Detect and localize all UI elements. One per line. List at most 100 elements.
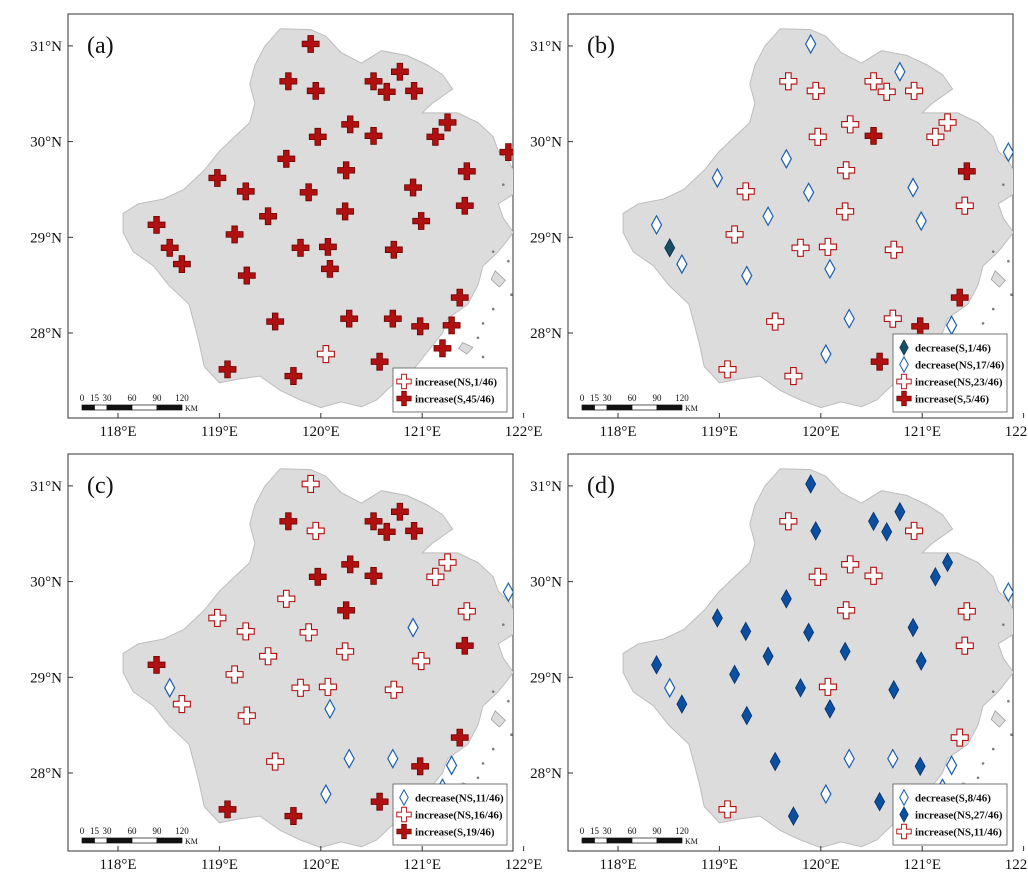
legend-label: decrease(NS,11/46)	[415, 793, 504, 805]
islet	[1010, 293, 1013, 296]
x-tick-label: 121°E	[403, 857, 441, 873]
panel-label: (b)	[587, 33, 615, 59]
scale-label: 15	[90, 393, 100, 403]
scale-label: 120	[675, 826, 689, 836]
islet	[510, 733, 513, 736]
legend: decrease(S,1/46)decrease(NS,17/46)increa…	[893, 334, 1007, 412]
islet	[1010, 733, 1013, 736]
islet	[507, 260, 510, 263]
scale-segment	[632, 405, 657, 410]
scale-segment	[82, 838, 95, 843]
y-tick-label: 31°N	[30, 39, 62, 55]
islet	[477, 776, 480, 779]
legend-label: decrease(NS,17/46)	[915, 360, 1005, 372]
panel-label: (d)	[587, 473, 615, 499]
scale-label: 30	[603, 393, 613, 403]
islet	[1002, 183, 1005, 186]
scale-segment	[657, 838, 682, 843]
scale-unit: KM	[185, 404, 198, 413]
island	[1019, 209, 1028, 228]
islet	[543, 183, 546, 186]
scale-segment	[582, 405, 595, 410]
x-tick-label: 119°E	[701, 857, 738, 873]
legend-item: decrease(NS,17/46)	[900, 357, 1005, 372]
x-tick-label: 119°E	[701, 424, 738, 440]
scale-label: 30	[103, 393, 113, 403]
scale-label: 0	[80, 393, 85, 403]
islet	[553, 107, 556, 110]
island	[1014, 572, 1028, 591]
island	[519, 649, 536, 668]
islet	[482, 762, 485, 765]
islet	[1002, 623, 1005, 626]
y-tick-label: 28°N	[530, 326, 562, 342]
scale-label: 0	[580, 393, 585, 403]
x-tick-label: 122°E	[1005, 424, 1028, 440]
islet	[1007, 700, 1010, 703]
scale-label: 60	[128, 826, 138, 836]
y-tick-label: 30°N	[530, 575, 562, 591]
station-marker-26	[522, 649, 532, 667]
panel-label: (a)	[87, 33, 114, 59]
panel-label: (c)	[87, 473, 114, 499]
islet	[502, 623, 505, 626]
scale-label: 90	[153, 826, 163, 836]
y-tick-label: 28°N	[530, 766, 562, 782]
islet	[482, 356, 485, 359]
x-tick-label: 122°E	[505, 857, 543, 873]
station-marker-26	[1022, 649, 1028, 667]
islet	[492, 690, 495, 693]
legend: decrease(S,8/46)increase(NS,27/46)increa…	[893, 784, 1007, 845]
legend-label: increase(S,19/46)	[415, 827, 495, 839]
x-tick-label: 118°E	[599, 857, 636, 873]
islet	[510, 293, 513, 296]
station-marker-26	[518, 210, 535, 227]
scale-label: 90	[653, 393, 663, 403]
islet	[1022, 609, 1025, 612]
scale-label: 60	[128, 393, 138, 403]
islet	[1007, 260, 1010, 263]
x-tick-label: 120°E	[302, 857, 340, 873]
y-tick-label: 31°N	[530, 39, 562, 55]
scale-segment	[82, 405, 95, 410]
islet	[477, 336, 480, 339]
x-tick-label: 120°E	[802, 857, 840, 873]
legend-label: increase(NS,23/46)	[915, 377, 1003, 389]
scale-label: 120	[175, 393, 189, 403]
y-tick-label: 30°N	[30, 135, 62, 151]
legend-label: increase(NS,16/46)	[415, 810, 503, 822]
islet	[543, 623, 546, 626]
scale-segment	[95, 405, 108, 410]
x-tick-label: 121°E	[903, 857, 941, 873]
y-tick-label: 29°N	[30, 670, 62, 686]
islet	[992, 748, 995, 751]
scale-segment	[582, 838, 595, 843]
legend-label: increase(S,5/46)	[915, 394, 989, 406]
islet	[992, 690, 995, 693]
x-tick-label: 121°E	[903, 424, 941, 440]
scale-label: 120	[675, 393, 689, 403]
islet	[492, 308, 495, 311]
x-tick-label: 118°E	[99, 857, 136, 873]
scale-segment	[132, 405, 157, 410]
scale-segment	[657, 405, 682, 410]
legend-label: increase(NS,11/46)	[915, 827, 1002, 839]
islet	[517, 246, 520, 249]
scale-label: 60	[628, 393, 638, 403]
x-tick-label: 118°E	[99, 424, 136, 440]
islet	[982, 762, 985, 765]
islet	[517, 686, 520, 689]
legend-item: decrease(NS,11/46)	[400, 790, 504, 805]
islet	[1017, 246, 1020, 249]
scale-label: 15	[90, 826, 100, 836]
islet	[527, 102, 530, 105]
legend-label: increase(NS,1/46)	[415, 377, 497, 389]
islet	[492, 250, 495, 253]
islet	[527, 542, 530, 545]
islet	[532, 633, 535, 636]
scale-segment	[95, 838, 108, 843]
y-tick-label: 29°N	[530, 670, 562, 686]
